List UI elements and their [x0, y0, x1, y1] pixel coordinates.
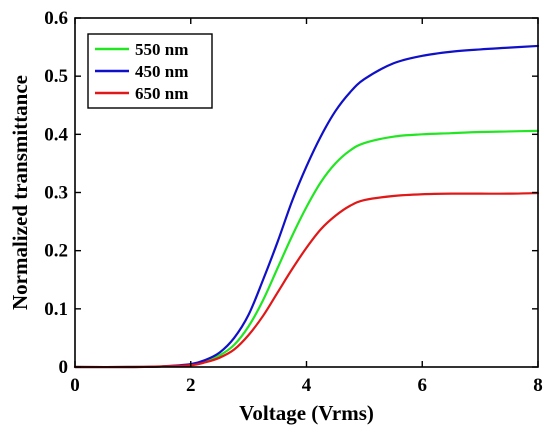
legend-entry-label: 450 nm: [135, 62, 188, 81]
series-line-450-nm: [73, 44, 540, 369]
x-axis-label: Voltage (Vrms): [239, 401, 374, 425]
y-tick-label: 0.2: [44, 241, 68, 262]
y-tick-label: 0.3: [44, 183, 68, 204]
legend-entry-label: 650 nm: [135, 84, 188, 103]
x-tick-label: 0: [70, 375, 80, 396]
x-tick-label: 2: [186, 375, 196, 396]
series-line-650-nm: [73, 191, 540, 369]
legend-entry-label: 550 nm: [135, 40, 188, 59]
y-tick-label: 0.1: [44, 299, 68, 320]
data-curves: [73, 44, 540, 369]
legend: 550 nm 450 nm 650 nm: [87, 33, 213, 109]
axis-ticks: 0 2 4 6 8 0 0.1 0.2 0.3 0.4 0.5 0.6: [44, 8, 543, 396]
y-tick-label: 0: [59, 357, 69, 378]
y-tick-label: 0.5: [44, 66, 68, 87]
y-axis-label: Normalized transmittance: [8, 75, 32, 310]
y-tick-label: 0.6: [44, 8, 68, 29]
x-tick-label: 4: [302, 375, 312, 396]
x-tick-label: 6: [418, 375, 428, 396]
x-tick-label: 8: [533, 375, 543, 396]
y-tick-label: 0.4: [44, 124, 68, 145]
